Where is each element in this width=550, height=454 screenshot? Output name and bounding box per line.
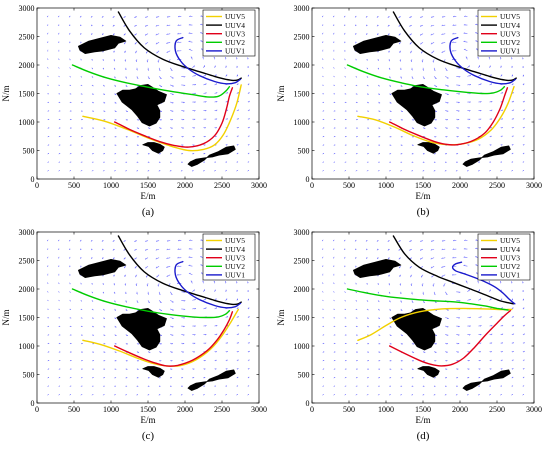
y-tick-label: 2500 <box>19 256 35 265</box>
y-tick-label: 2000 <box>19 285 35 294</box>
y-tick-label: 1000 <box>19 118 35 127</box>
x-tick-label: 2000 <box>452 181 468 190</box>
y-tick-label: 1500 <box>294 89 310 98</box>
y-tick-label: 500 <box>298 370 310 379</box>
chart-panel-b: 0 500 1000 1500 2000 2500 3000 0 500 1000 1500 2000… <box>276 4 542 218</box>
x-tick-label: 2000 <box>177 405 193 414</box>
chart-panel-d: 0 500 1000 1500 2000 2500 3000 0 500 1000 1500 2000… <box>276 228 542 442</box>
panel-label: (d) <box>417 430 430 442</box>
x-tick-label: 3000 <box>251 181 267 190</box>
x-tick-label: 1000 <box>103 405 119 414</box>
y-tick-label: 1000 <box>294 118 310 127</box>
panel-label: (b) <box>417 206 430 218</box>
x-tick-label: 3000 <box>251 405 267 414</box>
legend-entry: UUV1 <box>500 47 520 56</box>
y-tick-label: 1000 <box>19 342 35 351</box>
x-tick-label: 1000 <box>378 181 394 190</box>
x-tick-label: 3000 <box>526 181 542 190</box>
y-tick-label: 0 <box>306 175 310 184</box>
x-tick-label: 0 <box>35 181 39 190</box>
y-tick-label: 2000 <box>19 61 35 70</box>
y-tick-label: 3000 <box>294 4 310 13</box>
x-tick-label: 3000 <box>526 405 542 414</box>
x-tick-label: 1500 <box>415 181 431 190</box>
y-axis-label: N/m <box>1 309 11 325</box>
x-tick-label: 1000 <box>103 181 119 190</box>
x-axis-label: E/m <box>416 415 431 425</box>
x-tick-label: 1500 <box>140 181 156 190</box>
y-tick-label: 1000 <box>294 342 310 351</box>
y-tick-label: 0 <box>31 175 35 184</box>
y-tick-label: 3000 <box>19 228 35 237</box>
x-axis-label: E/m <box>141 415 156 425</box>
y-tick-label: 500 <box>298 146 310 155</box>
y-tick-label: 2000 <box>294 285 310 294</box>
y-tick-label: 2500 <box>294 256 310 265</box>
y-axis-label: N/m <box>276 85 286 101</box>
panel-label: (a) <box>142 206 155 218</box>
y-tick-label: 2500 <box>294 32 310 41</box>
y-tick-label: 500 <box>23 146 35 155</box>
x-tick-label: 500 <box>343 181 355 190</box>
x-tick-label: 500 <box>68 405 80 414</box>
x-tick-label: 500 <box>68 181 80 190</box>
y-tick-label: 0 <box>31 399 35 408</box>
x-tick-label: 0 <box>310 181 314 190</box>
y-tick-label: 3000 <box>294 228 310 237</box>
legend-entry: UUV1 <box>225 47 245 56</box>
x-tick-label: 500 <box>343 405 355 414</box>
x-tick-label: 0 <box>35 405 39 414</box>
x-tick-label: 1500 <box>140 405 156 414</box>
x-tick-label: 2500 <box>214 405 230 414</box>
x-axis-label: E/m <box>141 191 156 201</box>
y-tick-label: 500 <box>23 370 35 379</box>
legend-entry: UUV1 <box>500 271 520 280</box>
y-axis-label: N/m <box>276 309 286 325</box>
x-tick-label: 1500 <box>415 405 431 414</box>
x-tick-label: 1000 <box>378 405 394 414</box>
y-tick-label: 0 <box>306 399 310 408</box>
y-axis-label: N/m <box>1 85 11 101</box>
y-tick-label: 1500 <box>294 313 310 322</box>
y-tick-label: 3000 <box>19 4 35 13</box>
y-tick-label: 1500 <box>19 89 35 98</box>
x-tick-label: 0 <box>310 405 314 414</box>
x-axis-label: E/m <box>416 191 431 201</box>
x-tick-label: 2500 <box>489 181 505 190</box>
x-tick-label: 2000 <box>452 405 468 414</box>
chart-panel-c: 0 500 1000 1500 2000 2500 3000 0 500 1000 1500 2000… <box>1 228 267 442</box>
y-tick-label: 1500 <box>19 313 35 322</box>
legend-entry: UUV1 <box>225 271 245 280</box>
y-tick-label: 2000 <box>294 61 310 70</box>
panel-label: (c) <box>142 430 155 442</box>
x-tick-label: 2000 <box>177 181 193 190</box>
x-tick-label: 2500 <box>489 405 505 414</box>
chart-panel-a: 0 500 1000 1500 2000 2500 3000 0 500 1000 1500 2000… <box>1 4 267 218</box>
x-tick-label: 2500 <box>214 181 230 190</box>
y-tick-label: 2500 <box>19 32 35 41</box>
